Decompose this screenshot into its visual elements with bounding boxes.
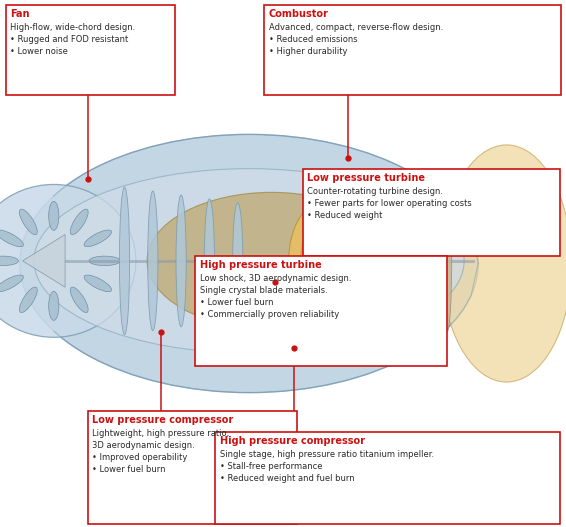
FancyBboxPatch shape — [88, 411, 297, 524]
Ellipse shape — [441, 145, 566, 382]
Ellipse shape — [49, 291, 59, 320]
Ellipse shape — [392, 201, 401, 320]
Text: Low pressure compressor: Low pressure compressor — [92, 415, 234, 425]
Text: Lightweight, high pressure ratio,: Lightweight, high pressure ratio, — [92, 429, 229, 438]
Ellipse shape — [443, 190, 452, 332]
Text: High-flow, wide-chord design.: High-flow, wide-chord design. — [10, 23, 135, 32]
Ellipse shape — [70, 287, 88, 313]
Ellipse shape — [233, 203, 243, 319]
Ellipse shape — [119, 187, 130, 335]
FancyBboxPatch shape — [215, 432, 560, 524]
Ellipse shape — [19, 209, 37, 235]
FancyBboxPatch shape — [6, 5, 175, 95]
FancyBboxPatch shape — [303, 169, 560, 256]
Ellipse shape — [176, 195, 186, 327]
Text: • Lower fuel burn: • Lower fuel burn — [200, 298, 273, 307]
Ellipse shape — [20, 134, 478, 393]
Ellipse shape — [84, 275, 112, 292]
Ellipse shape — [148, 191, 158, 331]
Text: Single crystal blade materials.: Single crystal blade materials. — [200, 286, 328, 295]
Text: • Commercially proven reliability: • Commercially proven reliability — [200, 310, 339, 319]
Ellipse shape — [147, 192, 396, 329]
Text: 3D aerodynamic design.: 3D aerodynamic design. — [92, 441, 195, 450]
Text: • Reduced weight: • Reduced weight — [307, 211, 383, 220]
Text: Advanced, compact, reverse-flow design.: Advanced, compact, reverse-flow design. — [269, 23, 443, 32]
Text: Counter-rotating turbine design.: Counter-rotating turbine design. — [307, 187, 443, 196]
Ellipse shape — [204, 199, 215, 323]
Ellipse shape — [84, 230, 112, 247]
Text: High pressure turbine: High pressure turbine — [200, 260, 321, 270]
Text: High pressure compressor: High pressure compressor — [220, 436, 365, 446]
Ellipse shape — [0, 230, 23, 247]
Text: • Fewer parts for lower operating costs: • Fewer parts for lower operating costs — [307, 199, 472, 208]
Ellipse shape — [0, 256, 19, 266]
Circle shape — [0, 184, 136, 337]
Ellipse shape — [289, 200, 362, 321]
Ellipse shape — [89, 256, 120, 266]
Text: • Stall-free performance: • Stall-free performance — [220, 462, 322, 471]
Text: • Lower fuel burn: • Lower fuel burn — [92, 465, 166, 474]
FancyBboxPatch shape — [195, 256, 447, 366]
Ellipse shape — [420, 195, 429, 327]
Text: Single stage, high pressure ratio titanium impeller.: Single stage, high pressure ratio titani… — [220, 450, 434, 459]
Ellipse shape — [300, 216, 351, 306]
Ellipse shape — [0, 275, 23, 292]
Ellipse shape — [49, 201, 59, 230]
Text: • Improved operability: • Improved operability — [92, 453, 188, 462]
Text: • Rugged and FOD resistant: • Rugged and FOD resistant — [10, 35, 128, 44]
Text: Fan: Fan — [10, 9, 29, 19]
Text: Low shock, 3D aerodynamic design.: Low shock, 3D aerodynamic design. — [200, 274, 351, 282]
Ellipse shape — [70, 209, 88, 235]
Text: • Reduced emissions: • Reduced emissions — [269, 35, 358, 44]
Text: • Higher durability: • Higher durability — [269, 47, 348, 56]
Text: Combustor: Combustor — [269, 9, 329, 19]
Ellipse shape — [363, 208, 372, 314]
Text: • Reduced weight and fuel burn: • Reduced weight and fuel burn — [220, 474, 354, 483]
Text: Low pressure turbine: Low pressure turbine — [307, 173, 425, 183]
Polygon shape — [23, 235, 65, 287]
Text: • Lower noise: • Lower noise — [10, 47, 68, 56]
Ellipse shape — [19, 287, 37, 313]
FancyBboxPatch shape — [264, 5, 561, 95]
Ellipse shape — [34, 169, 464, 353]
